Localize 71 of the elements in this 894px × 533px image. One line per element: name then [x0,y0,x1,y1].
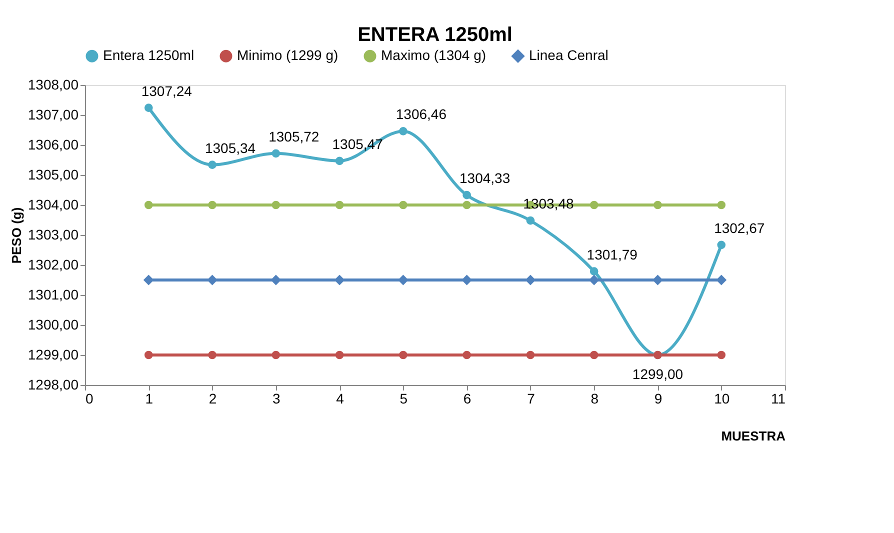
point [717,200,726,210]
y-tick-label: 1298,00 [28,376,79,392]
point [272,149,280,158]
point [526,350,535,360]
point [526,216,535,225]
point [716,274,727,286]
chart-title: ENTERA 1250ml [358,24,512,46]
y-tick-label: 1306,00 [28,136,79,152]
x-tick-label: 0 [86,390,94,406]
point [143,274,154,286]
point [717,240,726,250]
point [272,200,280,210]
x-tick-label: 5 [400,390,408,406]
x-axis-title: MUESTRA [721,428,786,444]
point [208,200,216,210]
point [144,350,153,360]
y-tick-label: 1301,00 [28,286,79,302]
x-tick-label: 3 [272,390,281,406]
legend-label: Linea Cenral [529,47,608,64]
y-tick-label: 1307,00 [28,106,79,122]
point [144,200,153,210]
point [462,350,471,360]
point [335,200,344,210]
point [399,350,408,360]
point [335,350,344,360]
point [717,350,726,360]
point [272,350,280,360]
legend-label: Minimo (1299 g) [237,47,338,64]
legend-label: Entera 1250ml [103,47,194,64]
point [335,156,344,166]
point [525,274,536,286]
point [654,200,662,210]
legend-label: Maximo (1304 g) [381,47,486,64]
point [588,274,600,286]
x-tick-label: 2 [208,390,217,406]
point [270,274,282,286]
x-tick-label: 11 [770,390,786,406]
x-tick-label: 4 [336,390,344,406]
y-tick-label: 1303,00 [28,226,79,242]
y-tick-label: 1305,00 [28,166,79,182]
point [590,267,598,276]
x-tick-label: 10 [714,390,730,406]
data-label: 1301,79 [586,246,638,262]
y-axis-title: PESO (g) [8,207,24,264]
point [399,200,408,210]
y-tick-label: 1304,00 [28,196,79,212]
x-tick-label: 9 [654,390,662,406]
data-label: 1306,46 [396,106,447,122]
point [462,190,471,200]
data-label: 1305,72 [268,128,320,144]
point [144,104,153,112]
point [208,160,216,169]
data-label: 1305,34 [204,140,256,156]
x-tick-label: 1 [145,390,154,406]
data-label: 1307,24 [141,82,192,99]
point [208,350,216,360]
x-tick-label: 8 [590,390,599,406]
data-label: 1302,67 [714,220,765,236]
x-tick-label: 7 [527,390,536,406]
data-label: 1299,00 [632,366,684,382]
y-tick-label: 1299,00 [28,346,79,362]
y-tick-label: 1302,00 [28,256,79,272]
y-tick-label: 1300,00 [28,316,79,332]
data-label: 1304,33 [460,170,510,186]
point [334,274,345,286]
x-tick-label: 6 [463,390,472,406]
point [399,127,408,136]
y-tick-label: 1308,00 [28,76,79,92]
point [590,350,598,360]
point [590,200,598,210]
point [462,200,471,210]
